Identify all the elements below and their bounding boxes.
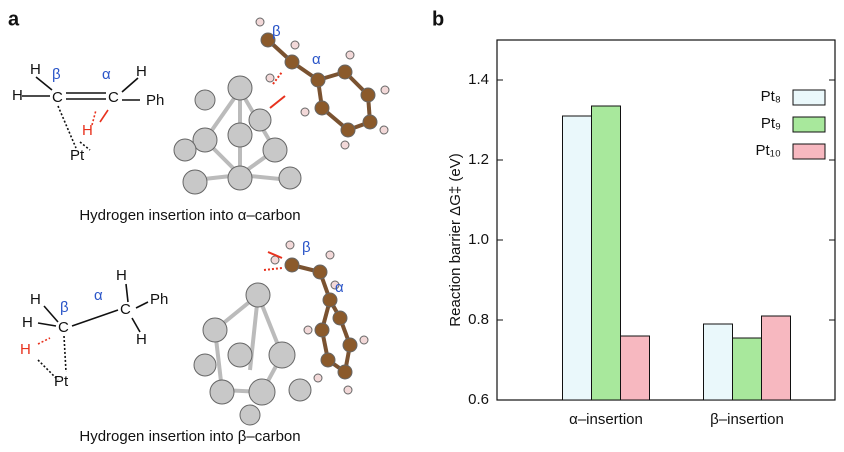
atom: H	[82, 122, 93, 139]
legend-swatch	[793, 117, 825, 132]
atom: H	[22, 314, 33, 331]
atom: Ph	[146, 92, 164, 109]
model-bottom	[194, 241, 368, 425]
model-top	[174, 18, 389, 194]
atom: Pt	[54, 373, 69, 390]
x-tick-label: α–insertion	[569, 411, 643, 428]
atom: α	[312, 51, 321, 68]
atom: H	[20, 341, 31, 358]
bar	[704, 324, 733, 400]
figure: a b H H β C α C H Ph H Pt β α Hydrogen i…	[0, 0, 844, 447]
atom: C	[52, 89, 63, 106]
atom: β	[272, 23, 281, 40]
atom: β	[60, 299, 69, 316]
legend-swatch	[793, 90, 825, 105]
legend-label: Pt₁₀	[756, 142, 781, 159]
y-tick-label: 0.6	[468, 391, 489, 408]
legend-swatch	[793, 144, 825, 159]
scheme-top	[22, 77, 140, 150]
bar	[592, 106, 621, 400]
y-axis-label: Reaction barrier ΔG‡ (eV)	[447, 153, 464, 326]
panel-label: a	[8, 8, 20, 30]
atom: Pt	[70, 147, 85, 164]
scheme-bottom	[38, 284, 148, 380]
panel-label: b	[432, 8, 444, 30]
atom: H	[30, 291, 41, 308]
y-tick-label: 1.0	[468, 231, 489, 248]
legend-label: Pt₈	[761, 88, 781, 105]
bar	[733, 338, 762, 400]
atom: H	[12, 87, 23, 104]
atom: H	[136, 63, 147, 80]
atom: α	[335, 279, 344, 296]
y-tick-label: 1.2	[468, 151, 489, 168]
atom: H	[116, 267, 127, 284]
atom: C	[120, 301, 131, 318]
atom: α	[94, 287, 103, 304]
atom: H	[136, 331, 147, 348]
bar	[563, 116, 592, 400]
atom: Ph	[150, 291, 168, 308]
atom: C	[58, 319, 69, 336]
x-tick-label: β–insertion	[710, 411, 784, 428]
y-tick-label: 0.8	[468, 311, 489, 328]
atom: H	[30, 61, 41, 78]
bar	[621, 336, 650, 400]
y-tick-label: 1.4	[468, 71, 489, 88]
bar	[762, 316, 791, 400]
caption: Hydrogen insertion into β–carbon	[79, 428, 300, 445]
atom: β	[302, 239, 311, 256]
atom: C	[108, 89, 119, 106]
atom: α	[102, 66, 111, 83]
atom: β	[52, 66, 61, 83]
caption: Hydrogen insertion into α–carbon	[79, 207, 300, 224]
legend-label: Pt₉	[761, 115, 781, 132]
